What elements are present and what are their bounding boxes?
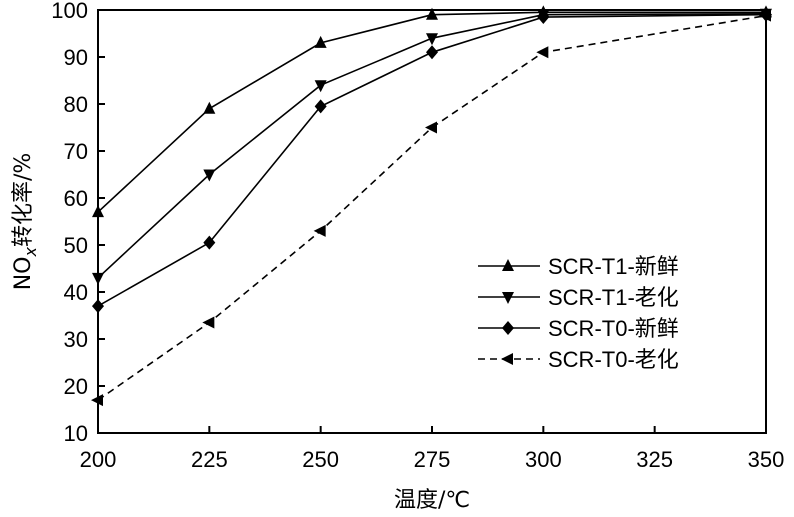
y-tick-label: 70	[64, 139, 88, 164]
data-point	[203, 101, 216, 114]
series-3	[92, 7, 772, 314]
legend-item: SCR-T0-老化	[478, 347, 679, 372]
series-4	[91, 9, 771, 407]
series-line	[97, 13, 767, 307]
data-point	[92, 299, 104, 314]
series-line	[97, 11, 766, 213]
data-point	[426, 33, 438, 46]
legend-item: SCR-T0-新鲜	[478, 316, 679, 341]
data-point	[759, 9, 771, 22]
series-2	[92, 8, 772, 285]
data-point	[426, 45, 438, 60]
x-tick-label: 350	[748, 447, 785, 472]
series-layer	[91, 5, 772, 407]
legend-marker	[502, 292, 514, 304]
data-point	[426, 7, 438, 20]
legend: SCR-T1-新鲜 SCR-T1-老化 SCR-T0-新鲜 SCR-T0-老化	[478, 254, 679, 372]
data-point	[313, 224, 326, 237]
y-tick-label: 30	[64, 327, 88, 352]
x-tick-label: 250	[302, 447, 339, 472]
legend-label: SCR-T1-老化	[548, 285, 679, 310]
x-tick-label: 325	[636, 447, 673, 472]
y-axis: 10 20 30 40 50 60 70 80 90 100	[51, 0, 105, 446]
y-tick-label: 50	[64, 233, 88, 258]
y-tick-label: 20	[64, 374, 88, 399]
x-axis-title: 温度/℃	[394, 488, 470, 513]
data-point	[92, 205, 104, 218]
data-point	[537, 10, 550, 25]
series-line	[97, 12, 767, 279]
legend-marker	[502, 259, 514, 271]
legend-label: SCR-T0-新鲜	[548, 316, 679, 341]
data-point	[536, 46, 549, 59]
data-point	[425, 121, 437, 134]
data-point	[314, 80, 327, 93]
y-tick-label: 60	[64, 186, 88, 211]
y-axis-title-prefix: NO	[11, 257, 36, 291]
y-tick-label: 40	[64, 280, 88, 305]
data-point	[203, 169, 216, 182]
legend-marker	[501, 353, 513, 365]
x-axis: 200 225 250 275 300 325 350	[80, 426, 785, 472]
x-tick-label: 300	[525, 447, 562, 472]
x-tick-label: 225	[191, 447, 228, 472]
y-tick-label: 90	[64, 45, 88, 70]
data-point	[314, 99, 327, 114]
legend-label: SCR-T1-新鲜	[548, 254, 679, 279]
y-axis-title: NOx转化率/%	[11, 153, 40, 291]
y-tick-label: 100	[51, 0, 88, 23]
y-tick-label: 10	[64, 421, 88, 446]
data-point	[202, 316, 215, 329]
legend-item: SCR-T1-老化	[478, 285, 679, 310]
legend-label: SCR-T0-老化	[548, 347, 679, 372]
legend-item: SCR-T1-新鲜	[478, 254, 679, 279]
series-line	[97, 14, 767, 401]
y-axis-title-subscript: x	[21, 247, 40, 258]
x-tick-label: 275	[414, 447, 451, 472]
data-point	[92, 272, 104, 285]
data-point	[203, 235, 216, 250]
y-axis-title-suffix: 转化率/%	[11, 153, 36, 247]
y-tick-label: 80	[64, 92, 88, 117]
x-tick-label: 200	[80, 447, 117, 472]
data-point	[314, 35, 327, 48]
data-point	[91, 394, 103, 407]
legend-marker	[502, 321, 514, 335]
